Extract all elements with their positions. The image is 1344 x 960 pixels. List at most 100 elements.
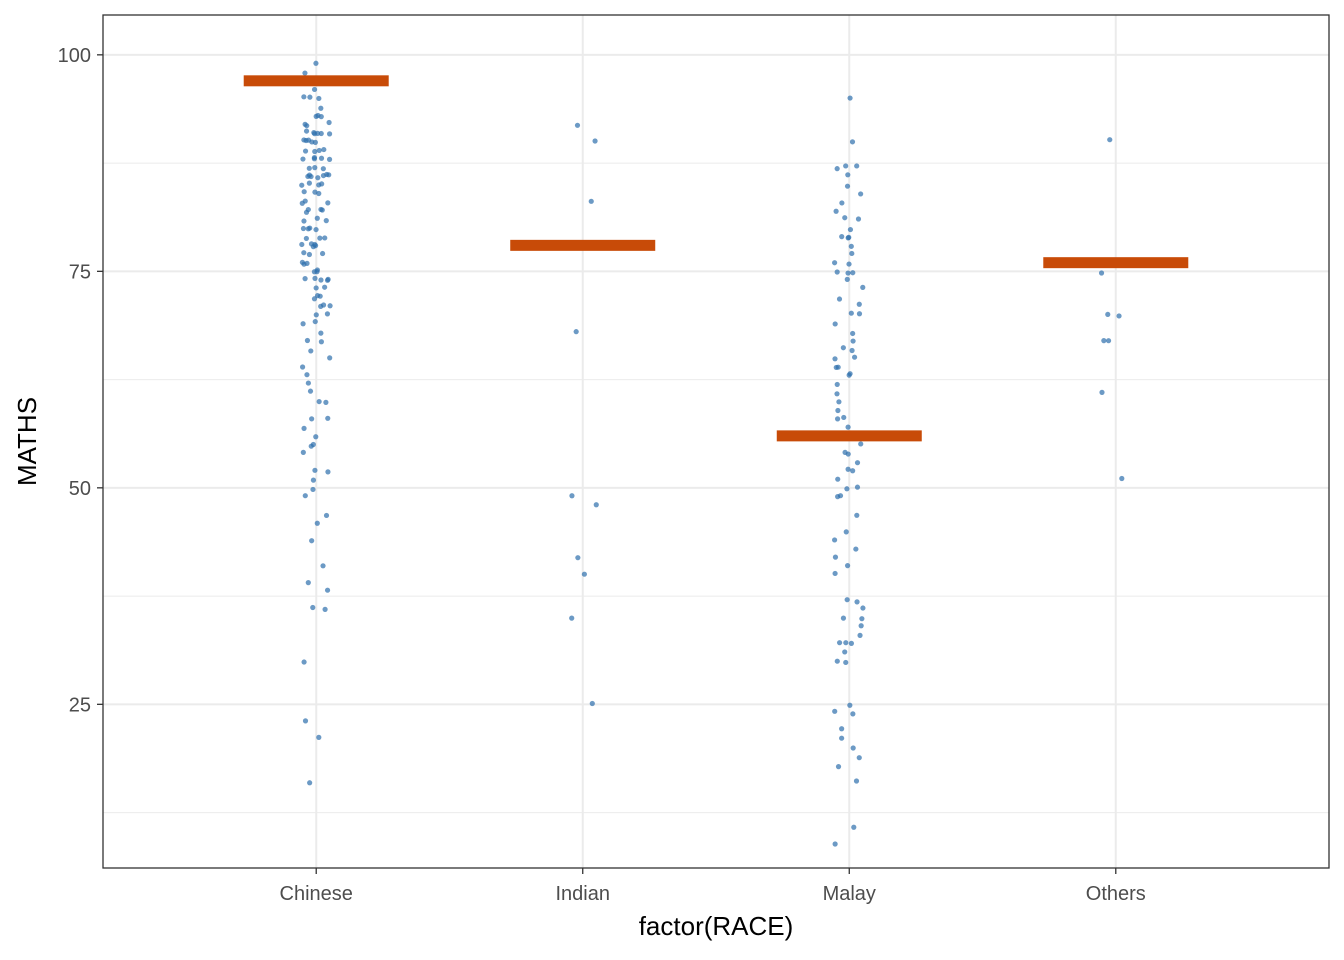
point-chinese-124 [320,563,326,569]
summary-bar-malay [776,430,922,442]
point-chinese-128 [322,606,328,612]
point-malay-76 [834,658,840,664]
point-others-6 [1099,389,1105,395]
point-malay-61 [853,546,859,552]
point-malay-74 [848,640,855,647]
point-malay-64 [832,570,838,577]
point-malay-33 [849,347,855,354]
y-tick-label-100: 100 [58,45,91,67]
point-chinese-116 [312,467,318,473]
point-chinese-100 [304,337,311,344]
point-chinese-44 [306,180,312,186]
point-malay-8 [839,200,845,206]
point-chinese-106 [307,388,314,394]
point-malay-70 [858,623,864,629]
x-tick-label-malay: Malay [823,883,876,905]
point-malay-29 [832,321,838,327]
point-chinese-105 [305,380,311,386]
point-chinese-118 [310,477,317,483]
point-indian-8 [569,615,575,621]
point-malay-19 [832,260,838,266]
point-malay-51 [850,468,856,474]
point-chinese-46 [316,182,322,188]
point-chinese-120 [302,493,308,499]
point-malay-79 [832,708,838,714]
point-malay-53 [835,476,841,482]
point-chinese-112 [313,434,319,440]
point-chinese-35 [320,166,326,172]
point-chinese-40 [315,175,321,181]
point-chinese-25 [321,146,327,153]
point-others-2 [1105,311,1111,318]
point-chinese-12 [302,121,308,127]
point-malay-60 [832,537,838,543]
point-malay-34 [851,354,858,360]
point-malay-50 [854,460,861,466]
x-axis-title: factor(RACE) [639,911,794,941]
point-chinese-3 [301,94,307,100]
point-malay-11 [855,216,862,222]
point-chinese-51 [325,200,331,206]
point-indian-2 [588,198,594,204]
point-malay-27 [856,311,863,317]
point-chinese-23 [312,139,318,145]
y-axis-title: MATHS [12,397,42,486]
point-indian-9 [589,700,595,707]
point-malay-59 [843,529,849,535]
point-chinese-91 [327,303,333,309]
point-chinese-87 [322,284,328,290]
point-chinese-130 [302,718,309,724]
summary-bar-others [1043,257,1189,269]
point-chinese-90 [311,296,318,302]
point-chinese-126 [324,587,331,593]
point-chinese-45 [299,182,305,188]
point-chinese-71 [308,241,315,247]
y-tick-label-75: 75 [69,261,91,283]
x-tick-label-chinese: Chinese [280,883,353,905]
point-malay-57 [835,494,841,500]
y-axis: 25 50 75 100 [58,45,103,716]
data-points [299,60,1125,847]
point-indian-6 [575,555,581,561]
point-indian-1 [592,138,598,144]
point-chinese-127 [310,604,316,611]
point-malay-1 [849,139,856,145]
point-chinese-69 [299,241,305,248]
point-chinese-111 [301,425,307,431]
point-chinese-115 [300,449,306,455]
x-tick-label-indian: Indian [555,883,610,905]
point-chinese-94 [313,312,319,318]
point-chinese-114 [308,443,314,449]
point-malay-5 [845,172,851,178]
point-malay-81 [839,726,845,732]
point-chinese-125 [305,580,311,586]
point-others-4 [1105,338,1112,344]
point-chinese-24 [316,147,322,154]
summary-bar-indian [510,239,656,251]
point-chinese-117 [325,469,331,475]
x-axis: Chinese Indian Malay Others [280,868,1146,905]
point-chinese-39 [320,172,327,179]
point-chinese-63 [305,226,311,232]
point-chinese-86 [313,285,319,291]
point-chinese-73 [306,251,313,258]
point-malay-21 [850,270,856,276]
point-malay-69 [840,615,847,621]
point-chinese-99 [318,339,324,345]
point-chinese-66 [317,235,323,241]
point-malay-16 [848,243,854,249]
point-chinese-107 [316,398,322,405]
point-chinese-95 [324,311,331,317]
point-chinese-38 [326,172,332,178]
point-malay-23 [844,276,850,282]
point-chinese-101 [308,348,314,354]
point-malay-6 [844,183,851,189]
point-malay-52 [845,466,851,472]
point-malay-62 [832,554,839,560]
point-malay-18 [846,261,852,267]
point-chinese-47 [301,189,307,195]
point-chinese-121 [323,512,330,519]
point-malay-22 [834,269,840,275]
point-chinese-109 [309,416,315,422]
point-chinese-30 [326,156,333,162]
